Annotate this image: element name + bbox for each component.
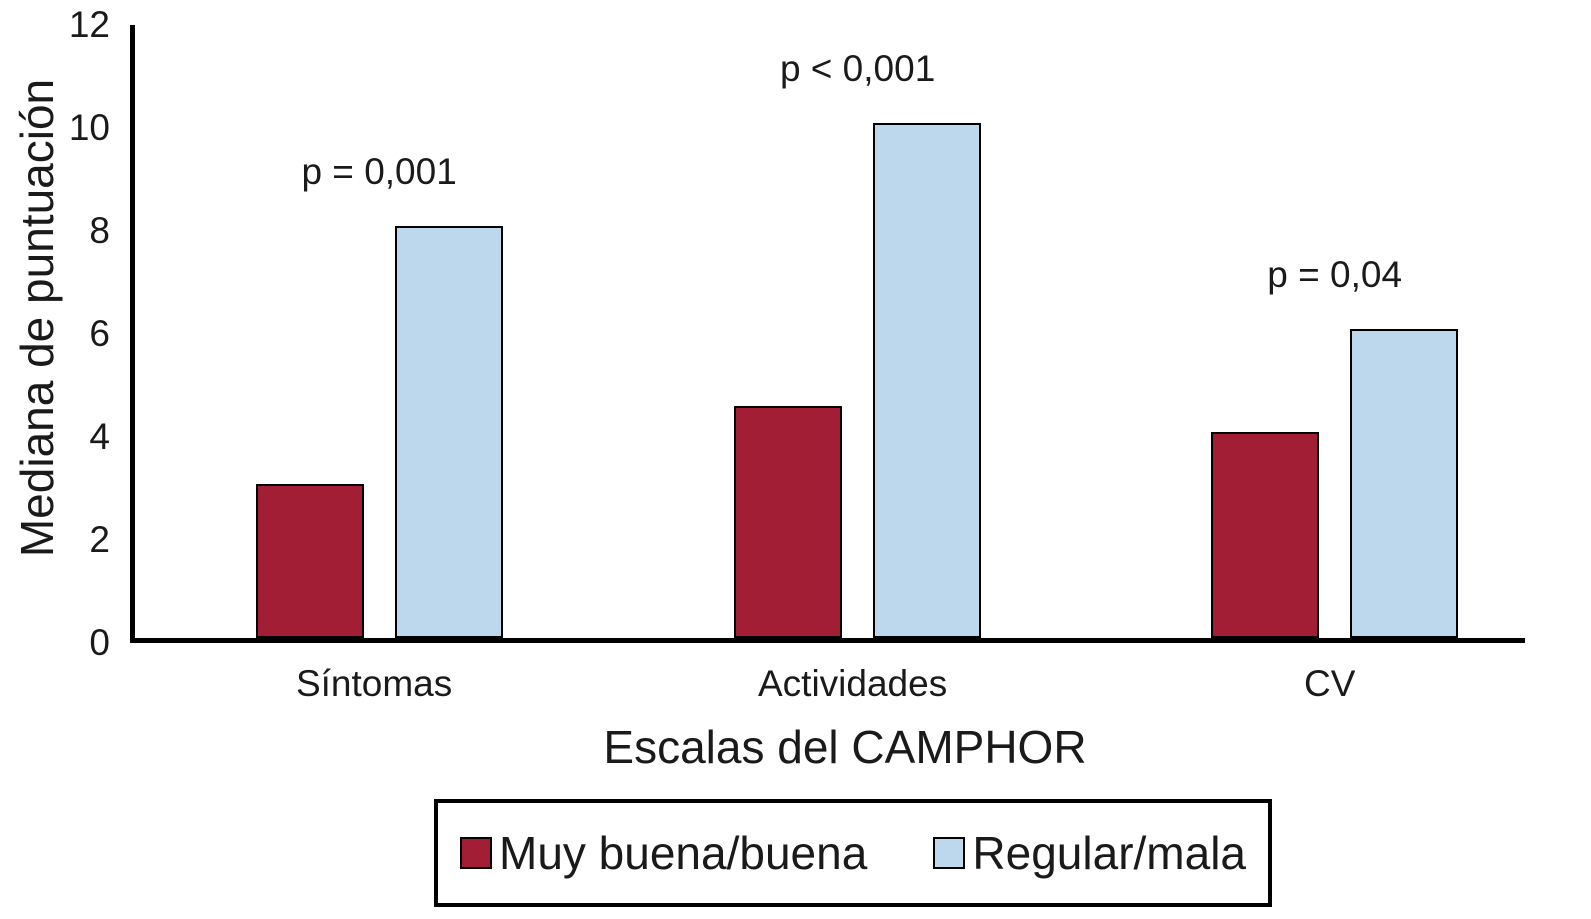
y-tick-label: 0 bbox=[89, 622, 110, 663]
legend-swatch bbox=[933, 837, 966, 869]
legend-label: Muy buena/buena bbox=[499, 827, 868, 879]
p-value-annotation: p = 0,04 bbox=[1267, 254, 1403, 295]
bar bbox=[873, 123, 982, 638]
y-tick-label: 6 bbox=[89, 313, 110, 354]
y-tick-label: 2 bbox=[89, 519, 110, 560]
plot-area: p = 0,001 p < 0,001 p = 0,04 bbox=[130, 25, 1525, 643]
legend-item: Muy buena/buena bbox=[460, 826, 867, 880]
bar bbox=[394, 226, 503, 638]
bar bbox=[734, 406, 843, 638]
legend-box: Muy buena/buena Regular/mala bbox=[434, 799, 1272, 907]
legend-label: Regular/mala bbox=[972, 827, 1246, 879]
x-category-label: Síntomas bbox=[295, 663, 453, 704]
x-axis-title: Escalas del CAMPHOR bbox=[603, 721, 1087, 773]
bar bbox=[1211, 432, 1320, 638]
p-value-annotation: p < 0,001 bbox=[779, 48, 936, 89]
y-tick-label: 12 bbox=[68, 4, 110, 45]
y-tick-label: 4 bbox=[89, 416, 110, 457]
legend-swatch bbox=[460, 837, 492, 869]
bar bbox=[255, 483, 364, 638]
legend-item: Regular/mala bbox=[933, 826, 1246, 880]
x-category-label: CV bbox=[1303, 663, 1356, 704]
bar bbox=[1350, 329, 1459, 638]
x-category-label: Actividades bbox=[758, 663, 948, 704]
y-tick-label: 10 bbox=[68, 107, 110, 148]
p-value-annotation: p = 0,001 bbox=[301, 151, 457, 192]
y-tick-label: 8 bbox=[89, 210, 110, 251]
